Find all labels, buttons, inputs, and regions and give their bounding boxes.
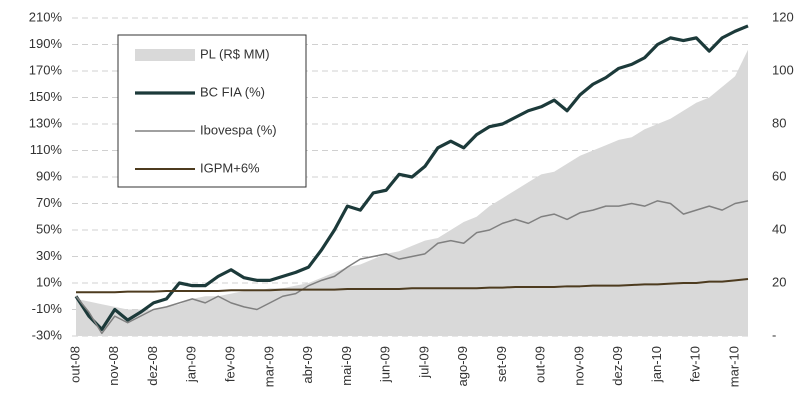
x-tick-label: out-08 bbox=[67, 346, 82, 383]
x-tick-label: dez-08 bbox=[145, 346, 160, 386]
x-tick-label: out-09 bbox=[533, 346, 548, 383]
y-tick-label: -30% bbox=[32, 327, 63, 342]
x-tick-label: jan-09 bbox=[184, 346, 199, 383]
legend-swatch bbox=[135, 49, 195, 61]
y-tick-label: 90% bbox=[36, 168, 62, 183]
y-tick-label: 10% bbox=[36, 274, 62, 289]
y-tick-label: 110% bbox=[30, 142, 63, 157]
y-tick-label: 70% bbox=[36, 195, 62, 210]
legend-label: IGPM+6% bbox=[200, 160, 260, 175]
y2-tick-label: 60 bbox=[772, 168, 786, 183]
x-tick-label: nov-08 bbox=[106, 346, 121, 386]
y2-tick-label: 20 bbox=[772, 274, 786, 289]
y2-tick-label: 100 bbox=[772, 62, 794, 77]
y-tick-label: 190% bbox=[29, 36, 63, 51]
x-tick-label: set-09 bbox=[494, 346, 509, 382]
x-tick-label: dez-09 bbox=[610, 346, 625, 386]
x-tick-label: jan-10 bbox=[649, 346, 664, 383]
x-tick-label: jun-09 bbox=[378, 346, 393, 383]
x-tick-label: fev-10 bbox=[688, 346, 703, 382]
y-tick-label: -10% bbox=[32, 301, 63, 316]
line bbox=[75, 200, 749, 335]
y2-tick-label: 80 bbox=[772, 115, 786, 130]
y-tick-label: 210% bbox=[29, 9, 63, 24]
legend-label: BC FIA (%) bbox=[200, 84, 265, 99]
y2-tick-label: 120 bbox=[772, 9, 794, 24]
x-tick-label: ago-09 bbox=[455, 346, 470, 386]
y2-tick-label: 40 bbox=[772, 221, 786, 236]
legend-label: PL (R$ MM) bbox=[200, 46, 270, 61]
x-tick-label: fev-09 bbox=[223, 346, 238, 382]
legend-label: Ibovespa (%) bbox=[200, 122, 277, 137]
area bbox=[76, 49, 748, 337]
line bbox=[74, 24, 749, 331]
y-tick-label: 170% bbox=[29, 62, 63, 77]
x-tick-label: mar-10 bbox=[727, 346, 742, 387]
y-tick-label: 30% bbox=[36, 248, 62, 263]
y-tick-label: 150% bbox=[29, 89, 63, 104]
y2-tick-label: - bbox=[772, 327, 776, 342]
y-tick-label: 50% bbox=[36, 221, 62, 236]
x-tick-label: jul-09 bbox=[416, 346, 431, 379]
x-tick-label: nov-09 bbox=[571, 346, 586, 386]
x-tick-label: mai-09 bbox=[339, 346, 354, 386]
line bbox=[76, 278, 749, 294]
y-tick-label: 130% bbox=[29, 115, 63, 130]
x-tick-label: abr-09 bbox=[300, 346, 315, 384]
x-tick-label: mar-09 bbox=[261, 346, 276, 387]
